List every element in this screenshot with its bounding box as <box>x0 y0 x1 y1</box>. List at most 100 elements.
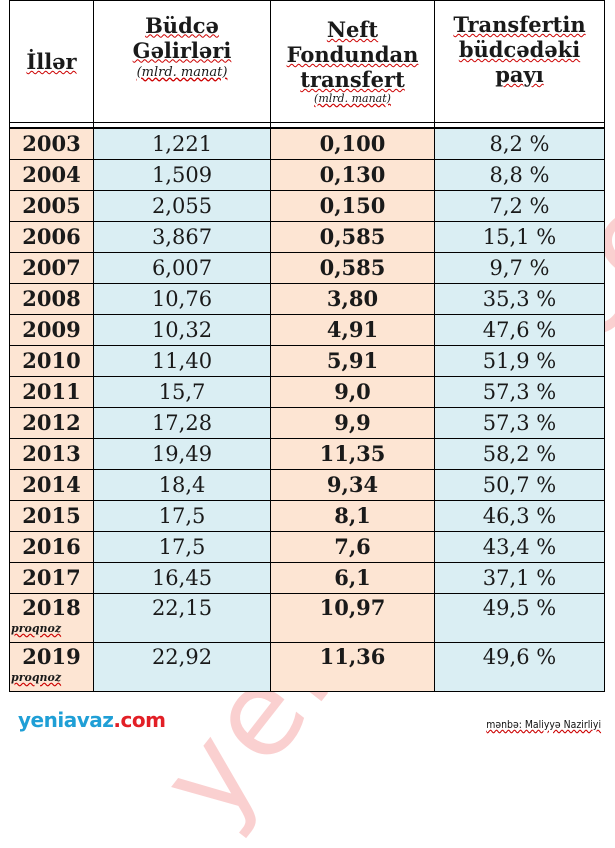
share-cell-value: 47,6 % <box>482 318 557 342</box>
share-cell-value: 35,3 % <box>482 287 557 311</box>
share-cell: 49,6 % <box>434 642 605 692</box>
transfer-cell-value: 9,34 <box>326 472 379 497</box>
share-cell: 50,7 % <box>434 469 605 501</box>
table-row: 2008 10,76 3,80 35,3 % <box>9 283 605 315</box>
share-cell: 47,6 % <box>434 314 605 346</box>
budget-table: İllər Büdcə Gəlirləri (mlrd. manat) Neft… <box>9 0 605 692</box>
year-cell: 2013 <box>9 438 94 470</box>
share-cell-value: 49,6 % <box>482 645 557 669</box>
share-cell-value: 8,8 % <box>489 163 550 187</box>
share-cell: 57,3 % <box>434 376 605 408</box>
revenue-cell: 16,45 <box>93 562 271 594</box>
year-cell-value: 2016 <box>22 534 81 559</box>
transfer-cell: 0,100 <box>270 127 435 160</box>
share-cell-value: 8,2 % <box>489 132 550 156</box>
table-row: 2012 17,28 9,9 57,3 % <box>9 407 605 439</box>
revenue-cell: 15,7 <box>93 376 271 408</box>
year-cell: 2019 proqnoz <box>9 642 94 692</box>
year-cell-value: 2003 <box>22 131 81 156</box>
share-cell: 57,3 % <box>434 407 605 439</box>
year-cell-value: 2010 <box>22 348 81 373</box>
share-cell-value: 15,1 % <box>482 225 557 249</box>
revenue-cell: 6,007 <box>93 252 271 284</box>
header-transfer: Neft Fondundan transfert (mlrd. manat) <box>270 0 435 123</box>
share-cell-value: 50,7 % <box>482 473 557 497</box>
table-row: 2003 1,221 0,100 8,2 % <box>9 127 605 160</box>
transfer-cell: 5,91 <box>270 345 435 377</box>
table-row: 2015 17,5 8,1 46,3 % <box>9 500 605 532</box>
revenue-cell: 10,32 <box>93 314 271 346</box>
table-row: 2016 17,5 7,6 43,4 % <box>9 531 605 563</box>
revenue-cell: 17,28 <box>93 407 271 439</box>
transfer-cell-value: 4,91 <box>326 317 379 342</box>
table-row: 2014 18,4 9,34 50,7 % <box>9 469 605 501</box>
year-cell: 2017 <box>9 562 94 594</box>
year-cell-value: 2004 <box>22 162 81 187</box>
revenue-cell: 17,5 <box>93 531 271 563</box>
revenue-cell-value: 2,055 <box>151 194 213 218</box>
share-cell: 51,9 % <box>434 345 605 377</box>
transfer-cell: 9,9 <box>270 407 435 439</box>
transfer-cell: 10,97 <box>270 593 435 643</box>
table-row: 2010 11,40 5,91 51,9 % <box>9 345 605 377</box>
table-row: 2019 proqnoz 22,92 11,36 49,6 % <box>9 642 605 692</box>
transfer-cell-value: 8,1 <box>334 503 371 528</box>
year-cell-value: 2017 <box>22 565 81 590</box>
source-note: mənbə: Maliyyə Nazirliyi <box>486 718 601 731</box>
share-cell: 37,1 % <box>434 562 605 594</box>
logo-text-main: yeniavaz <box>18 708 114 732</box>
revenue-cell-value: 17,28 <box>151 411 213 435</box>
revenue-cell-value: 3,867 <box>151 225 213 249</box>
transfer-cell: 9,0 <box>270 376 435 408</box>
transfer-cell-value: 6,1 <box>334 565 371 590</box>
year-cell-value: 2018 <box>22 595 81 620</box>
revenue-cell-value: 16,45 <box>151 566 213 590</box>
transfer-cell: 4,91 <box>270 314 435 346</box>
year-cell: 2010 <box>9 345 94 377</box>
year-cell: 2009 <box>9 314 94 346</box>
share-cell-value: 51,9 % <box>482 349 557 373</box>
year-cell: 2018 proqnoz <box>9 593 94 643</box>
table-row: 2007 6,007 0,585 9,7 % <box>9 252 605 284</box>
revenue-cell-value: 11,40 <box>151 349 213 373</box>
revenue-cell-value: 15,7 <box>158 380 206 404</box>
revenue-cell: 1,221 <box>93 127 271 160</box>
year-cell-value: 2014 <box>22 472 81 497</box>
revenue-cell: 18,4 <box>93 469 271 501</box>
year-cell: 2007 <box>9 252 94 284</box>
year-cell-value: 2007 <box>22 255 81 280</box>
year-cell-value: 2015 <box>22 503 81 528</box>
transfer-cell: 7,6 <box>270 531 435 563</box>
transfer-cell: 0,150 <box>270 190 435 222</box>
year-cell-value: 2013 <box>22 441 81 466</box>
transfer-cell-value: 0,100 <box>319 131 386 156</box>
share-cell-value: 7,2 % <box>489 194 550 218</box>
table-row: 2009 10,32 4,91 47,6 % <box>9 314 605 346</box>
share-cell-value: 9,7 % <box>489 256 550 280</box>
table-row: 2018 proqnoz 22,15 10,97 49,5 % <box>9 593 605 643</box>
transfer-cell-value: 7,6 <box>334 534 371 559</box>
revenue-cell-value: 10,32 <box>151 318 213 342</box>
site-logo: yeniavaz.com <box>18 708 166 732</box>
share-cell: 7,2 % <box>434 190 605 222</box>
forecast-note: proqnoz <box>11 671 62 684</box>
share-cell: 9,7 % <box>434 252 605 284</box>
table-row: 2011 15,7 9,0 57,3 % <box>9 376 605 408</box>
year-cell: 2006 <box>9 221 94 253</box>
share-cell-value: 49,5 % <box>482 596 557 620</box>
share-cell: 58,2 % <box>434 438 605 470</box>
transfer-cell: 9,34 <box>270 469 435 501</box>
transfer-cell-value: 0,130 <box>319 162 386 187</box>
transfer-cell-value: 11,35 <box>319 441 386 466</box>
share-cell: 15,1 % <box>434 221 605 253</box>
revenue-cell: 11,40 <box>93 345 271 377</box>
transfer-cell: 0,585 <box>270 252 435 284</box>
revenue-cell: 22,92 <box>93 642 271 692</box>
transfer-cell: 11,36 <box>270 642 435 692</box>
logo-text-domain: .com <box>113 708 166 732</box>
year-cell-value: 2008 <box>22 286 81 311</box>
year-cell: 2003 <box>9 127 94 160</box>
revenue-cell: 10,76 <box>93 283 271 315</box>
year-cell-value: 2012 <box>22 410 81 435</box>
year-cell: 2014 <box>9 469 94 501</box>
